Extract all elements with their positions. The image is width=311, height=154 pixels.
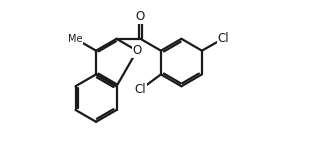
Text: O: O xyxy=(136,10,145,23)
Text: Me: Me xyxy=(68,34,83,44)
Text: O: O xyxy=(132,44,142,57)
Text: Cl: Cl xyxy=(217,32,229,45)
Text: Cl: Cl xyxy=(135,83,146,96)
